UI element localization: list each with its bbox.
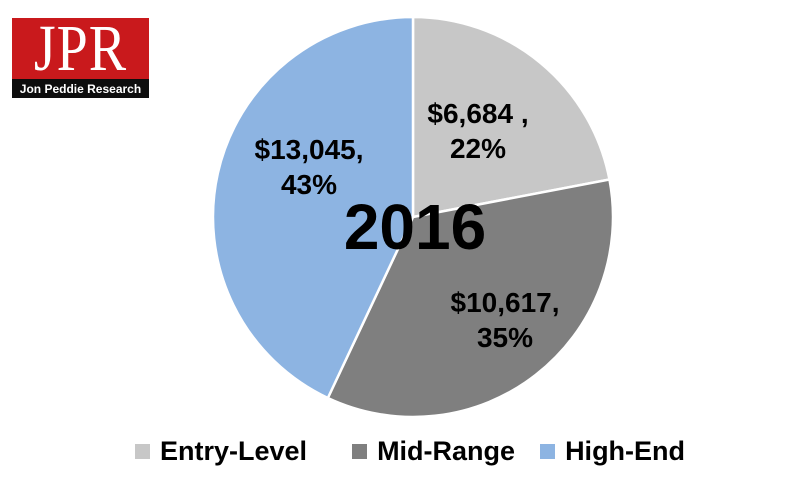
data-label-high-end: $13,045, 43% bbox=[255, 132, 364, 202]
legend-item-high-end: High-End bbox=[540, 438, 685, 465]
data-label-mid-range: $10,617, 35% bbox=[451, 285, 560, 355]
legend-item-entry-level: Entry-Level bbox=[135, 438, 307, 465]
pie-slice-high-end bbox=[211, 15, 415, 400]
data-label-mid-range-percent: 35% bbox=[476, 322, 534, 353]
data-label-high-end-percent: 43% bbox=[280, 169, 338, 200]
pie-slice-entry-level bbox=[411, 15, 611, 219]
jpr-logo-mark: JPR bbox=[12, 11, 149, 86]
legend-label-entry-level: Entry-Level bbox=[160, 436, 308, 466]
legend-item-mid-range: Mid-Range bbox=[352, 438, 515, 465]
legend-label-mid-range: Mid-Range bbox=[377, 436, 516, 466]
pie-chart bbox=[211, 15, 615, 419]
data-label-mid-range-value: $10,617, bbox=[450, 287, 560, 318]
legend-swatch-high-end bbox=[540, 444, 556, 459]
legend-swatch-entry-level bbox=[135, 444, 150, 459]
data-label-entry-level-percent: 22% bbox=[449, 133, 507, 164]
legend-label-high-end: High-End bbox=[565, 436, 686, 466]
data-label-high-end-value: $13,045, bbox=[254, 134, 364, 165]
pie-slice-mid-range bbox=[326, 178, 615, 419]
data-label-entry-level-value: $6,684 , bbox=[427, 98, 529, 129]
legend-swatch-mid-range bbox=[352, 444, 368, 459]
jpr-logo-bar: Jon Peddie Research bbox=[12, 79, 149, 98]
jpr-logo-monogram: JPR bbox=[33, 11, 128, 86]
jpr-logo: JPR Jon Peddie Research bbox=[12, 11, 149, 98]
jpr-logo-subtitle: Jon Peddie Research bbox=[19, 81, 142, 96]
data-label-entry-level: $6,684 , 22% bbox=[427, 96, 528, 166]
chart-legend: Entry-Level Mid-Range High-End bbox=[135, 438, 685, 465]
chart-year-title: 2016 bbox=[343, 191, 487, 263]
